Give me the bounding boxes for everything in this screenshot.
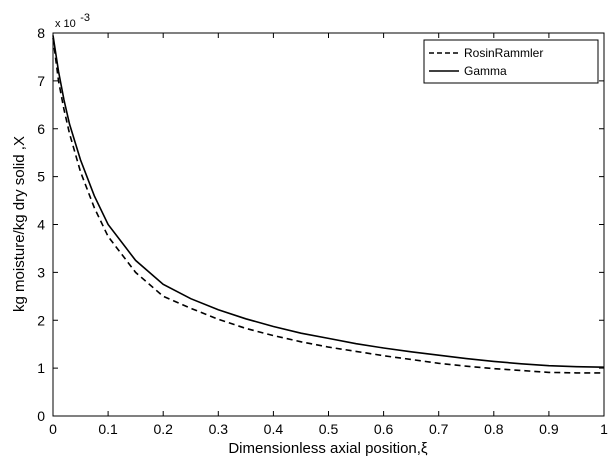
y-tick-label: 6	[37, 121, 45, 137]
x-tick-label: 1	[600, 421, 608, 437]
y-tick-label: 5	[37, 169, 45, 185]
series-layer	[52, 35, 605, 374]
y-tick-label: 0	[37, 408, 45, 424]
y-tick-label: 4	[37, 217, 45, 233]
x-tick-label: 0.5	[319, 421, 339, 437]
x-tick-label: 0	[49, 421, 57, 437]
y-multiplier-label: x 10 -3	[55, 12, 90, 31]
x-tick-label: 0.4	[264, 421, 284, 437]
x-tick-label: 0.9	[539, 421, 559, 437]
legend-label-rosinrammler: RosinRammler	[464, 46, 543, 60]
y-tick-label: 2	[37, 312, 45, 328]
x-axis: 0 0.1 0.2 0.3 0.4 0.5 0.6 0.7 0.8 0.9 1	[49, 33, 608, 437]
y-axis-label: kg moisture/kg dry solid ,X	[11, 136, 28, 312]
y-tick-label: 3	[37, 264, 45, 280]
legend-label-gamma: Gamma	[464, 64, 507, 78]
legend-box	[423, 39, 599, 84]
y-multiplier-base: x 10	[55, 18, 76, 30]
y-tick-label: 7	[37, 73, 45, 89]
series-line-gamma	[52, 35, 605, 368]
plot-area	[52, 32, 605, 417]
x-tick-label: 0.8	[484, 421, 504, 437]
y-tick-label: 8	[37, 25, 45, 41]
x-tick-label: 0.2	[153, 421, 173, 437]
x-tick-label: 0.3	[209, 421, 229, 437]
x-tick-label: 0.7	[429, 421, 449, 437]
x-tick-label: 0.6	[374, 421, 394, 437]
legend: RosinRammler Gamma	[423, 39, 599, 84]
y-tick-label: 1	[37, 360, 45, 376]
x-tick-label: 0.1	[98, 421, 118, 437]
x-axis-label: Dimensionless axial position,ξ	[228, 440, 428, 457]
y-multiplier-exponent: -3	[80, 12, 90, 24]
y-axis: 0 1 2 3 4 5 6 7 8	[37, 25, 604, 424]
